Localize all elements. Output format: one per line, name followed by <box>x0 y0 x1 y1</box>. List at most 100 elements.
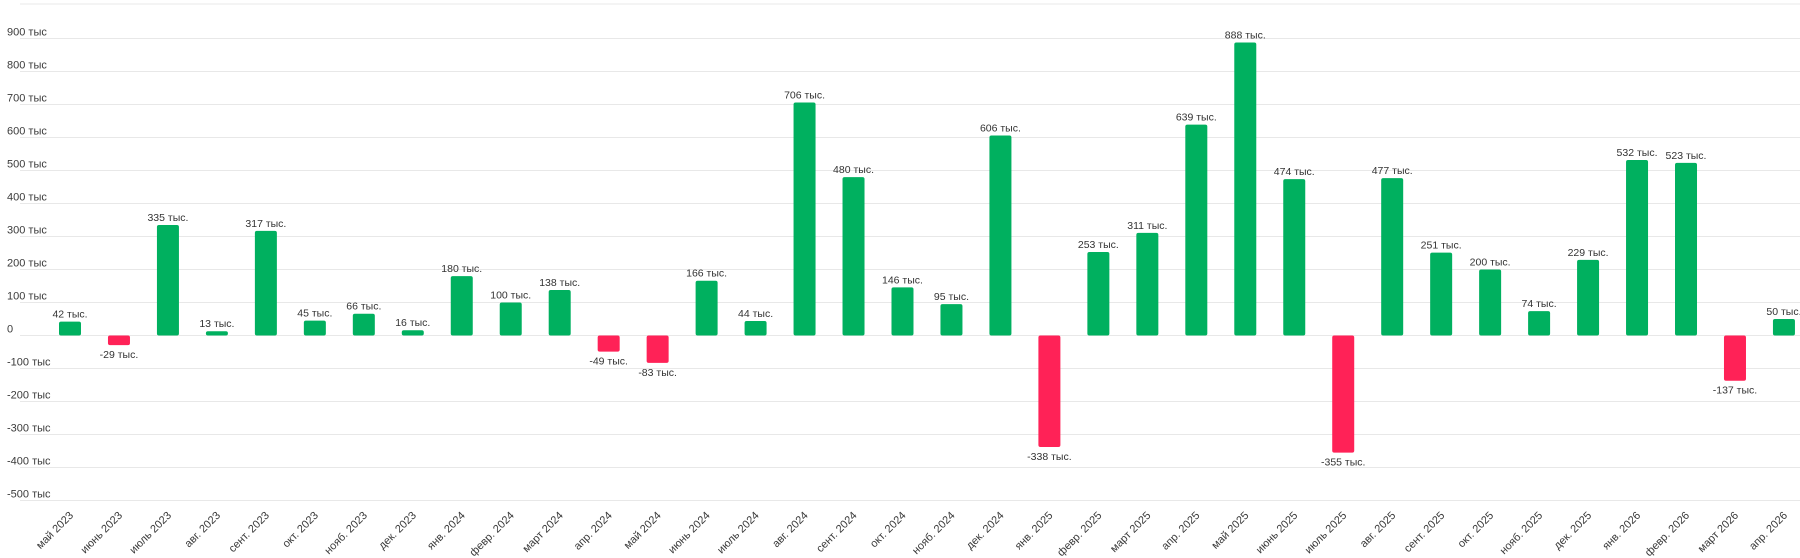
y-tick-label: 200 тыс <box>7 258 47 270</box>
data-label: 639 тыс. <box>1176 112 1217 124</box>
bar[interactable] <box>499 302 522 336</box>
data-label: -83 тыс. <box>638 367 677 379</box>
x-tick-label: март 2025 <box>1108 510 1153 555</box>
x-tick-label: янв. 2026 <box>1600 510 1643 553</box>
data-label: 45 тыс. <box>297 308 332 320</box>
x-tick-label: сент. 2025 <box>1402 510 1447 555</box>
x-tick-label: июнь 2024 <box>666 510 712 556</box>
x-tick-label: дек. 2024 <box>964 510 1006 552</box>
x-tick-label: окт. 2023 <box>280 510 321 551</box>
x-tick-label: сент. 2024 <box>814 510 859 555</box>
y-tick-label: -300 тыс <box>7 423 51 435</box>
bar[interactable] <box>1087 252 1110 336</box>
data-label: 706 тыс. <box>784 90 825 102</box>
data-label: 74 тыс. <box>1522 298 1557 310</box>
bar[interactable] <box>989 135 1012 336</box>
bar[interactable] <box>1577 259 1600 336</box>
bar[interactable] <box>1234 42 1257 336</box>
bar[interactable] <box>1430 252 1453 336</box>
bar[interactable] <box>1528 311 1551 336</box>
data-label: 888 тыс. <box>1225 29 1266 41</box>
bar[interactable] <box>254 230 277 336</box>
data-label: 606 тыс. <box>980 123 1021 135</box>
data-label: 180 тыс. <box>441 263 482 275</box>
x-tick-label: нояб. 2024 <box>910 510 957 557</box>
bar[interactable] <box>1479 269 1502 336</box>
x-tick-label: авг. 2023 <box>183 510 223 550</box>
bar[interactable] <box>695 280 718 336</box>
data-label: 474 тыс. <box>1274 166 1315 178</box>
bar[interactable] <box>940 304 963 336</box>
bar[interactable] <box>793 102 816 336</box>
data-label: 480 тыс. <box>833 164 874 176</box>
bar[interactable] <box>1675 162 1698 336</box>
bars <box>59 42 1795 453</box>
bar[interactable] <box>548 289 571 336</box>
data-label: -338 тыс. <box>1027 451 1071 463</box>
x-tick-label: окт. 2025 <box>1456 510 1497 551</box>
data-label: 138 тыс. <box>539 277 580 289</box>
x-tick-label: май 2025 <box>1209 510 1251 552</box>
bar[interactable] <box>1626 159 1649 336</box>
x-tick-label: окт. 2024 <box>868 510 909 551</box>
x-tick-label: авг. 2025 <box>1358 510 1398 550</box>
x-tick-label: июль 2025 <box>1303 510 1350 557</box>
data-label: -355 тыс. <box>1321 457 1365 469</box>
x-tick-label: февр. 2025 <box>1055 510 1104 558</box>
data-label: 200 тыс. <box>1470 257 1511 269</box>
x-tick-label: февр. 2026 <box>1643 510 1692 558</box>
x-tick-label: июнь 2025 <box>1254 510 1300 556</box>
bar[interactable] <box>1723 335 1746 381</box>
x-tick-label: нояб. 2023 <box>323 510 370 557</box>
bar[interactable] <box>1038 335 1061 448</box>
y-tick-label: 400 тыс <box>7 192 47 204</box>
data-label: 146 тыс. <box>882 274 923 286</box>
data-label: 477 тыс. <box>1372 165 1413 177</box>
bar[interactable] <box>205 331 228 336</box>
bar[interactable] <box>401 330 424 336</box>
data-label: -29 тыс. <box>100 349 139 361</box>
bar[interactable] <box>1283 179 1306 336</box>
bar[interactable] <box>156 224 179 336</box>
x-tick-label: сент. 2023 <box>227 510 272 555</box>
x-tick-label: февр. 2024 <box>468 510 517 558</box>
x-tick-label: май 2024 <box>622 510 664 552</box>
data-label: 311 тыс. <box>1127 220 1167 232</box>
x-tick-label: нояб. 2025 <box>1498 510 1545 557</box>
x-tick-label: июль 2024 <box>715 510 762 557</box>
bar[interactable] <box>1381 178 1404 336</box>
bar[interactable] <box>59 321 81 336</box>
data-label: 66 тыс. <box>346 301 381 313</box>
y-tick-label: -100 тыс <box>7 357 51 369</box>
x-tick-label: апр. 2024 <box>572 510 615 553</box>
bar[interactable] <box>1185 124 1208 336</box>
bar[interactable] <box>597 335 620 352</box>
data-label: 42 тыс. <box>52 309 87 321</box>
data-label: 251 тыс. <box>1421 240 1462 252</box>
data-label: 229 тыс. <box>1568 247 1609 259</box>
bar[interactable] <box>450 276 473 336</box>
y-tick-label: 100 тыс <box>7 291 47 303</box>
x-tick-label: апр. 2025 <box>1159 510 1202 553</box>
bar[interactable] <box>646 335 669 363</box>
data-label: 335 тыс. <box>147 212 188 224</box>
x-tick-label: дек. 2023 <box>377 510 419 552</box>
data-label: 166 тыс. <box>686 268 727 280</box>
bar[interactable] <box>1332 335 1355 453</box>
bar[interactable] <box>744 320 767 336</box>
bar[interactable] <box>842 177 865 336</box>
data-label: 50 тыс. <box>1766 306 1800 318</box>
data-label: -49 тыс. <box>589 356 628 368</box>
x-tick-label: апр. 2026 <box>1747 510 1790 553</box>
bar[interactable] <box>303 320 326 336</box>
y-tick-label: -400 тыс <box>7 456 51 468</box>
bar[interactable] <box>1136 232 1159 336</box>
bar[interactable] <box>1772 319 1795 336</box>
data-label: 95 тыс. <box>934 291 969 303</box>
x-axis-ticks: май 2023 июнь 2023 июль 2023 авг. 2023 сент.… <box>34 510 1790 558</box>
bar[interactable] <box>891 287 914 336</box>
bar[interactable] <box>107 335 130 346</box>
bar[interactable] <box>352 313 375 336</box>
data-label: 16 тыс. <box>395 317 430 329</box>
